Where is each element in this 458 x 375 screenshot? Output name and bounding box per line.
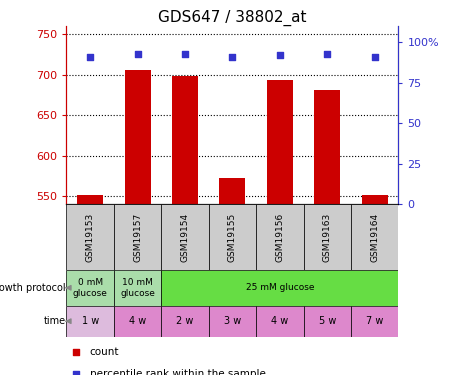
Text: 2 w: 2 w <box>176 316 194 326</box>
Text: 0 mM
glucose: 0 mM glucose <box>73 278 108 297</box>
Text: GSM19164: GSM19164 <box>370 213 379 262</box>
Point <box>134 51 141 57</box>
Bar <box>161 204 209 270</box>
Text: count: count <box>90 347 119 357</box>
Bar <box>256 306 304 337</box>
Bar <box>256 204 304 270</box>
Text: time: time <box>44 316 65 326</box>
Text: 4 w: 4 w <box>271 316 289 326</box>
Point <box>229 54 236 60</box>
Bar <box>209 204 256 270</box>
Bar <box>267 80 293 204</box>
Text: 10 mM
glucose: 10 mM glucose <box>120 278 155 297</box>
Bar <box>219 178 245 204</box>
Bar <box>304 204 351 270</box>
Bar <box>304 306 351 337</box>
Bar <box>66 270 114 306</box>
Point <box>276 53 284 58</box>
Text: 1 w: 1 w <box>82 316 99 326</box>
Point <box>87 54 94 60</box>
Text: 7 w: 7 w <box>366 316 383 326</box>
Point <box>73 371 80 375</box>
Bar <box>161 270 398 306</box>
Text: GSM19155: GSM19155 <box>228 213 237 262</box>
Text: 3 w: 3 w <box>224 316 241 326</box>
Bar <box>125 70 151 204</box>
Point <box>73 349 80 355</box>
Bar <box>66 306 114 337</box>
Bar <box>66 204 114 270</box>
Point <box>371 54 378 60</box>
Text: 25 mM glucose: 25 mM glucose <box>245 284 314 292</box>
Bar <box>77 195 103 204</box>
Text: GSM19153: GSM19153 <box>86 213 95 262</box>
Text: GSM19156: GSM19156 <box>275 213 284 262</box>
Bar <box>172 76 198 204</box>
Bar <box>209 306 256 337</box>
Bar <box>314 90 340 204</box>
Title: GDS647 / 38802_at: GDS647 / 38802_at <box>158 10 307 26</box>
Bar <box>114 204 161 270</box>
Bar <box>351 204 398 270</box>
Point <box>324 51 331 57</box>
Point <box>181 51 189 57</box>
Text: percentile rank within the sample: percentile rank within the sample <box>90 369 266 375</box>
Text: 4 w: 4 w <box>129 316 146 326</box>
Bar <box>362 195 388 204</box>
Bar <box>114 306 161 337</box>
Text: 5 w: 5 w <box>319 316 336 326</box>
Bar <box>114 270 161 306</box>
Text: GSM19157: GSM19157 <box>133 213 142 262</box>
Text: growth protocol: growth protocol <box>0 283 65 293</box>
Text: GSM19163: GSM19163 <box>323 213 332 262</box>
Bar <box>351 306 398 337</box>
Bar <box>161 306 209 337</box>
Text: GSM19154: GSM19154 <box>180 213 190 262</box>
